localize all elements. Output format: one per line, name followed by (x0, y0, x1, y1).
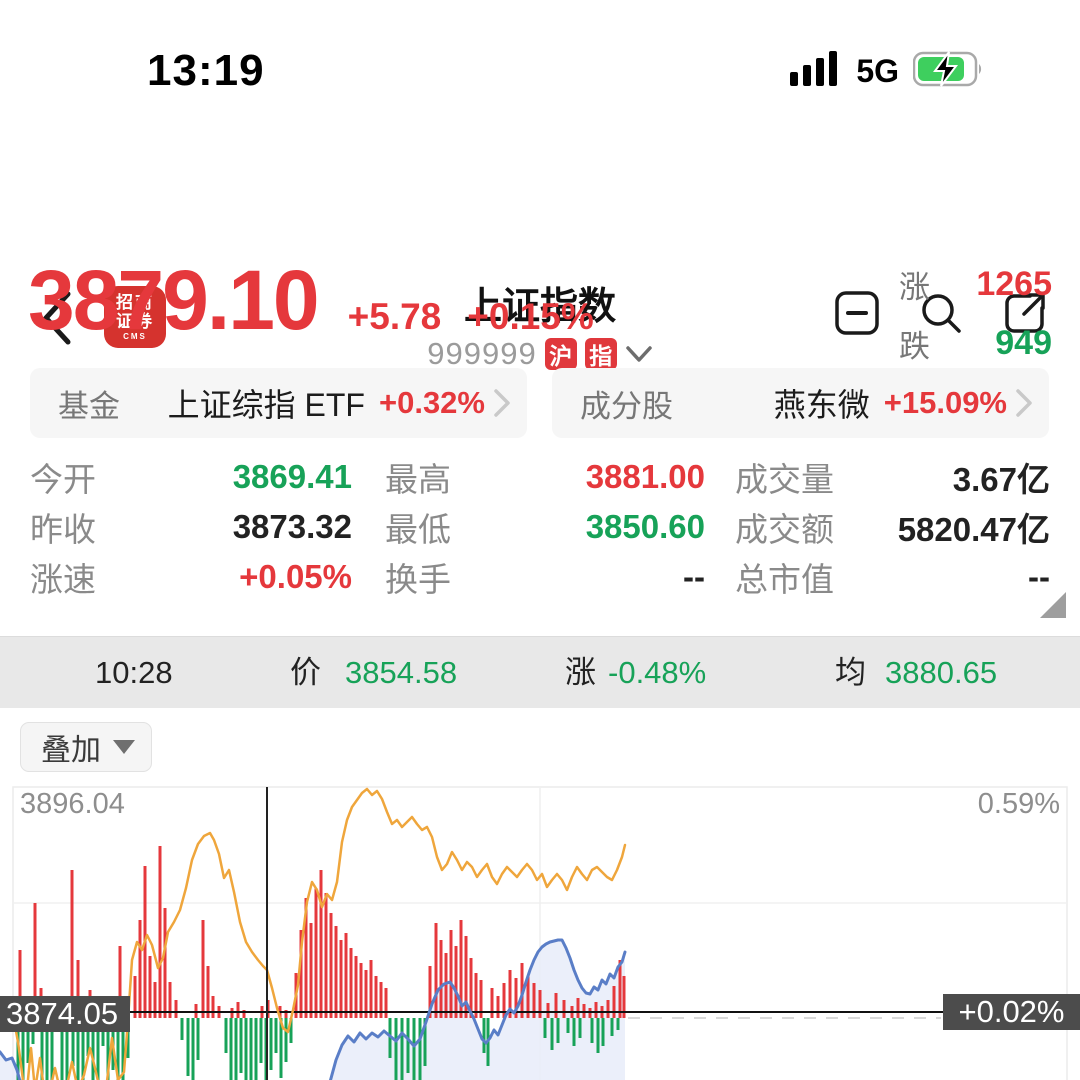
search-button[interactable] (918, 290, 964, 336)
logo-line2: 证券 (116, 312, 154, 331)
crosshair-price-value: 3854.58 (345, 655, 458, 690)
constituent-change: +15.09% (883, 385, 1007, 420)
signal-bars-icon (790, 50, 842, 93)
back-button[interactable] (40, 288, 90, 348)
chevron-right-icon (1016, 389, 1032, 417)
share-external-icon (1005, 293, 1045, 333)
decliners-label: 跌 (899, 329, 930, 364)
constituent-name: 燕东微 (773, 387, 870, 423)
cms-app-logo[interactable]: 招商 证券 CMS (104, 286, 166, 348)
chevron-left-icon (43, 291, 71, 345)
page-title: 上证指数 (463, 286, 616, 328)
crosshair-avg-label: 均 (835, 655, 866, 690)
exchange-badge-sh: 沪 (544, 338, 577, 370)
decliners-count: 949 (995, 324, 1052, 362)
index-change: +5.78 (347, 296, 442, 337)
fund-card-label: 基金 (58, 388, 120, 424)
header: 招商 证券 CMS 上证指数 999999 沪 指 (0, 130, 1080, 371)
decliners-row: 跌 949 (899, 321, 1052, 366)
overlay-dropdown-button[interactable]: 叠加 (20, 722, 152, 772)
stat-open: 今开 3869.41 (30, 458, 352, 498)
index-change-pct: +0.15% (467, 296, 594, 337)
crosshair-avg-value: 3880.65 (885, 655, 998, 690)
crosshair-chg-label: 涨 (565, 655, 596, 690)
index-code-row[interactable]: 999999 沪 指 (0, 336, 1080, 372)
stat-speed: 涨速 +0.05% (30, 558, 352, 598)
logo-line1: 招商 (116, 293, 154, 312)
stat-amount: 成交额 5820.47亿 (735, 511, 1050, 548)
y-axis-max-label: 3896.04 (20, 788, 125, 820)
share-button[interactable] (1002, 290, 1048, 336)
minimize-button[interactable] (834, 290, 880, 336)
fund-name: 上证综指 ETF (167, 387, 365, 423)
constituent-card[interactable]: 成分股 燕东微 +15.09% (552, 368, 1049, 438)
stat-prev-close: 昨收 3873.32 (30, 508, 352, 548)
intraday-chart[interactable]: 3896.04 0.59% 3874.05 +0.02% (0, 780, 1080, 1080)
stats-grid: 今开 3869.41 昨收 3873.32 涨速 +0.05% 最高 3881.… (0, 452, 1080, 622)
network-type-label: 5G (856, 53, 899, 89)
crosshair-pct-tag: +0.02% (943, 994, 1080, 1030)
chart-canvas[interactable] (0, 780, 1080, 1080)
chevron-down-icon[interactable] (625, 344, 653, 364)
logo-caption: CMS (123, 332, 147, 341)
type-badge-index: 指 (584, 338, 617, 370)
expand-corner-icon[interactable] (1040, 592, 1066, 618)
status-time: 13:19 (147, 46, 265, 95)
battery-charging-icon (912, 50, 987, 93)
fund-card[interactable]: 基金 上证综指 ETF +0.32% (30, 368, 527, 438)
crosshair-price-label: 价 (290, 655, 321, 690)
stat-volume: 成交量 3.67亿 (735, 461, 1050, 498)
stat-turnover-rate: 换手 -- (385, 558, 705, 598)
stat-low: 最低 3850.60 (385, 508, 705, 548)
index-price: 3879.10 (28, 253, 320, 347)
index-code: 999999 (427, 336, 537, 371)
crosshair-readout-bar: 10:28 价 3854.58 涨 -0.48% 均 3880.65 (0, 636, 1080, 708)
overlay-button-label: 叠加 (41, 734, 101, 767)
advancers-count: 1265 (976, 265, 1052, 303)
advancers-label: 涨 (899, 270, 930, 305)
status-bar: 13:19 5G (0, 0, 1080, 110)
advancers-row: 涨 1265 (899, 262, 1052, 307)
chevron-right-icon (494, 389, 510, 417)
stat-high: 最高 3881.00 (385, 458, 705, 498)
fund-change: +0.32% (378, 385, 485, 420)
crosshair-time: 10:28 (95, 655, 173, 690)
constituent-card-label: 成分股 (580, 388, 673, 424)
search-icon (922, 294, 961, 333)
triangle-down-icon (113, 740, 135, 754)
crosshair-price-tag: 3874.05 (0, 996, 130, 1032)
y-axis-max-pct-label: 0.59% (977, 788, 1060, 820)
crosshair-chg-value: -0.48% (608, 655, 707, 690)
minus-square-icon (835, 291, 879, 335)
stat-market-cap: 总市值 -- (735, 558, 1050, 598)
quote-section: 3879.10 +5.78 +0.15% 涨 1265 跌 949 (0, 250, 1080, 365)
